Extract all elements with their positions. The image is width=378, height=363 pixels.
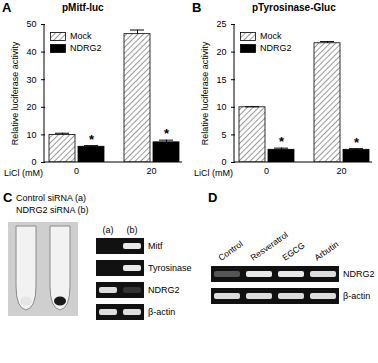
svg-text:Relative luciferase activity: Relative luciferase activity <box>200 41 210 145</box>
svg-text:Control siRNA (a): Control siRNA (a) <box>16 193 86 203</box>
svg-text:25: 25 <box>216 19 226 29</box>
svg-text:Arbutin: Arbutin <box>312 239 340 263</box>
svg-text:NDRG2: NDRG2 <box>148 285 180 295</box>
svg-text:C: C <box>3 190 13 205</box>
svg-text:50: 50 <box>26 19 36 29</box>
svg-text:(b): (b) <box>127 225 138 235</box>
svg-text:0: 0 <box>74 166 79 176</box>
svg-text:NDRG2: NDRG2 <box>343 269 375 279</box>
html-text:pTyrosinase-Gluc: pTyrosinase-Gluc <box>252 2 336 13</box>
svg-text:20: 20 <box>336 166 346 176</box>
svg-text:0: 0 <box>221 157 226 167</box>
svg-text:Relative luciferase activity: Relative luciferase activity <box>10 41 20 145</box>
svg-text:Mitf: Mitf <box>148 241 163 251</box>
html-text:NDRG2: NDRG2 <box>70 43 102 53</box>
svg-text:NDRG2 siRNA (b): NDRG2 siRNA (b) <box>16 205 89 215</box>
svg-text:0: 0 <box>264 166 269 176</box>
svg-text:20: 20 <box>146 166 156 176</box>
svg-text:D: D <box>208 190 217 205</box>
html-text:A: A <box>2 0 12 15</box>
html-text:Mock: Mock <box>260 31 282 41</box>
svg-text:Tyrosinase: Tyrosinase <box>148 263 192 273</box>
html-text:NDRG2: NDRG2 <box>260 43 292 53</box>
svg-text:*: * <box>164 126 170 141</box>
svg-text:β-actin: β-actin <box>148 307 175 317</box>
svg-text:β-actin: β-actin <box>343 291 370 301</box>
html-text:B: B <box>192 0 202 15</box>
svg-text:Resveratrol: Resveratrol <box>248 229 290 263</box>
svg-text:15: 15 <box>216 75 226 85</box>
html-text:Mock: Mock <box>70 31 92 41</box>
svg-text:20: 20 <box>26 102 36 112</box>
svg-text:Control: Control <box>216 239 244 263</box>
svg-text:*: * <box>354 135 360 150</box>
svg-text:30: 30 <box>26 75 36 85</box>
svg-text:20: 20 <box>216 47 226 57</box>
svg-text:*: * <box>279 134 285 149</box>
svg-text:0: 0 <box>31 157 36 167</box>
html-text:pMitf-luc: pMitf-luc <box>62 2 104 13</box>
svg-text:10: 10 <box>26 130 36 140</box>
svg-text:10: 10 <box>216 102 226 112</box>
html-text:LiCl (mM): LiCl (mM) <box>194 168 233 178</box>
svg-text:(a): (a) <box>103 225 114 235</box>
svg-text:40: 40 <box>26 47 36 57</box>
html-text:LiCl (mM): LiCl (mM) <box>4 168 43 178</box>
svg-text:EGCG: EGCG <box>280 240 306 263</box>
svg-text:5: 5 <box>221 130 226 140</box>
svg-text:*: * <box>89 132 95 147</box>
